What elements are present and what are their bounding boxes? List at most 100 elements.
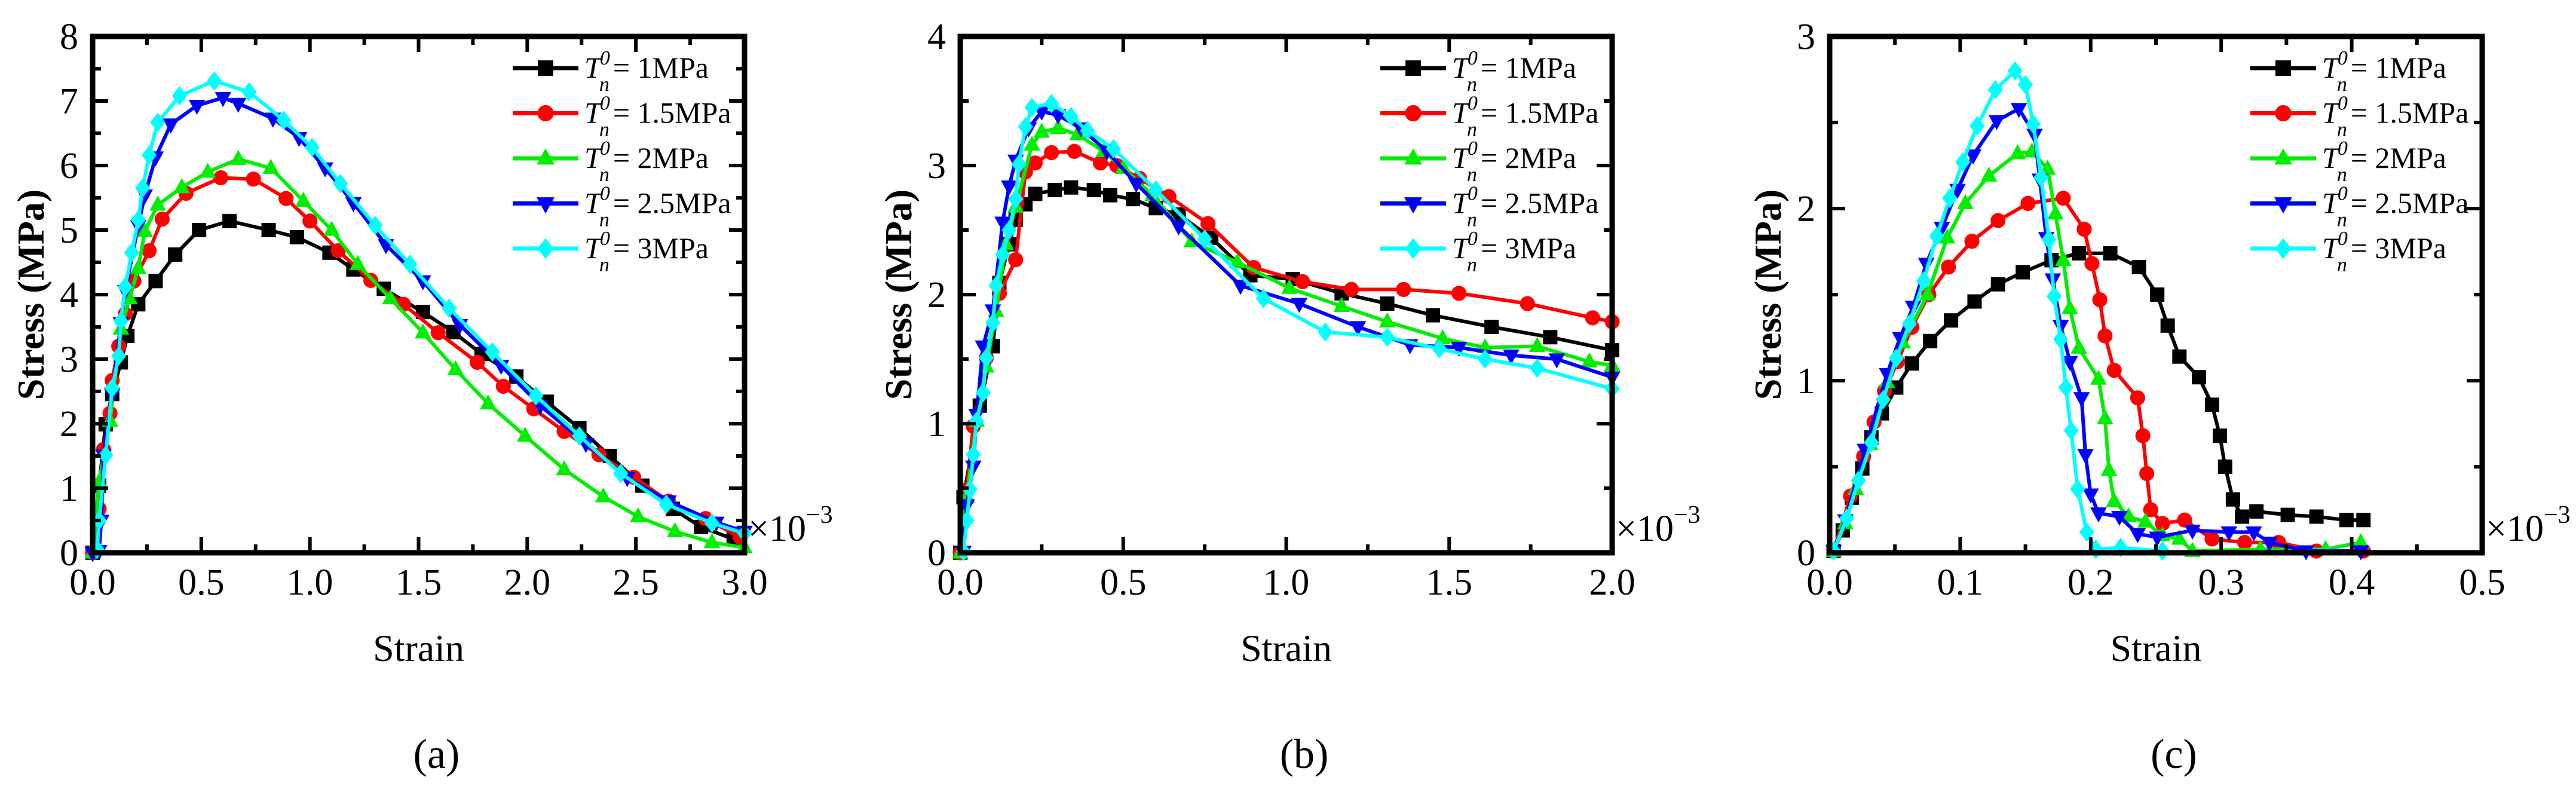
legend-marker <box>538 60 553 76</box>
data-point <box>988 275 1004 296</box>
data-point <box>330 243 346 259</box>
data-point <box>199 163 216 178</box>
data-point <box>2007 61 2023 81</box>
data-point <box>1987 80 2003 100</box>
data-point <box>1255 289 1271 308</box>
data-point <box>613 463 629 483</box>
data-point <box>2111 510 2128 526</box>
data-point <box>188 99 206 115</box>
data-point <box>2225 492 2240 507</box>
data-point <box>2077 449 2094 464</box>
data-point <box>2139 466 2155 482</box>
data-point <box>1484 320 1499 334</box>
y-tick-label: 6 <box>60 146 78 186</box>
series-3MPa <box>955 94 1620 562</box>
data-point <box>2171 529 2188 545</box>
legend-item: T0 n= 1.5MPa <box>513 93 731 141</box>
data-point <box>1990 277 2005 292</box>
legend-item: T0 n= 2.5MPa <box>1380 183 1598 231</box>
data-point <box>1380 327 1395 347</box>
data-point <box>349 255 366 270</box>
data-point <box>1938 228 1956 244</box>
data-point <box>2217 460 2232 474</box>
y-tick-label: 0 <box>927 533 946 574</box>
x-tick-label: 0.5 <box>178 562 225 603</box>
data-point <box>2076 221 2092 237</box>
legend-label: T0 n= 3MPa <box>1452 228 1576 276</box>
data-point <box>1291 298 1308 313</box>
data-point <box>2106 363 2122 378</box>
series-line <box>1831 69 2163 553</box>
x-multiplier: ×10−3 <box>2486 501 2571 549</box>
data-point <box>414 323 431 339</box>
data-point <box>1980 166 1998 182</box>
x-multiplier-base: ×10 <box>748 509 806 549</box>
legend-symbol: T <box>1452 141 1471 174</box>
data-point <box>1102 188 1117 203</box>
legend-symbol: T <box>2322 96 2341 130</box>
data-point <box>1888 348 1904 368</box>
legend-item: T0 n= 2MPa <box>1380 137 1576 186</box>
legend-item: T0 n= 1.5MPa <box>2250 93 2468 141</box>
data-point <box>2090 507 2107 523</box>
legend-marker <box>1404 148 1422 165</box>
data-point <box>1942 188 1958 208</box>
legend-sub: n <box>1467 119 1477 141</box>
data-point <box>1839 509 1854 528</box>
data-point <box>1964 234 1980 249</box>
data-point <box>276 111 292 130</box>
data-point <box>222 213 237 228</box>
data-point <box>959 510 975 531</box>
data-point <box>1990 213 2006 228</box>
legend-value: = 1.5MPa <box>2351 96 2469 130</box>
data-point <box>130 210 146 229</box>
data-point <box>1018 117 1033 137</box>
data-point <box>2356 513 2371 528</box>
legend-sup: 0 <box>2338 47 2348 69</box>
y-tick-label: 4 <box>927 17 946 57</box>
data-point <box>2082 488 2099 504</box>
legend-symbol: T <box>2322 186 2341 220</box>
data-point <box>2041 229 2057 250</box>
legend-item: T0 n= 1.5MPa <box>1380 93 1598 141</box>
data-point <box>1851 470 1866 491</box>
legend-sup: 0 <box>1468 93 1478 115</box>
x-tick-label: 0.4 <box>2329 562 2375 603</box>
data-point <box>148 274 163 289</box>
data-point <box>666 522 684 537</box>
legend-value: = 3MPa <box>1481 231 1576 265</box>
x-multiplier-base: ×10 <box>2486 509 2544 549</box>
data-point <box>2339 513 2354 528</box>
data-point <box>1044 94 1059 114</box>
x-multiplier-exp: −3 <box>806 501 833 529</box>
data-point <box>2062 356 2078 371</box>
series-line <box>95 79 745 549</box>
data-point <box>241 82 257 102</box>
data-point <box>1967 294 1982 309</box>
data-point <box>2026 114 2041 134</box>
data-point <box>168 247 183 262</box>
data-point <box>295 191 312 207</box>
y-tick-label: 1 <box>1797 361 1815 402</box>
x-tick-label: 0.5 <box>1100 562 1147 603</box>
legend-symbol: T <box>584 96 603 130</box>
legend-item: T0 n= 1MPa <box>513 47 709 96</box>
y-tick-label: 4 <box>60 275 78 316</box>
series-line <box>961 102 1613 552</box>
legend-sup: 0 <box>600 183 610 205</box>
chart-panel: 0.0 0.5 1.0 1.5 2.0 2.5 3.0 0 1 2 3 4 5 6 7 8 ×10−3 Strai… <box>10 17 833 777</box>
legend-symbol: T <box>1452 186 1471 220</box>
data-point <box>215 92 231 108</box>
data-point <box>995 244 1010 265</box>
legend-item: T0 n= 3MPa <box>513 228 709 276</box>
y-axis-title: Stress (MPa) <box>877 189 920 400</box>
data-point <box>141 243 157 259</box>
data-point <box>1919 285 1936 301</box>
data-point <box>1965 149 1982 165</box>
y-tick-label: 1 <box>60 469 78 509</box>
data-point <box>447 360 464 375</box>
legend-sup: 0 <box>600 47 610 69</box>
legend-sup: 0 <box>2338 228 2348 250</box>
data-point <box>1200 216 1216 231</box>
legend-value: = 2MPa <box>613 141 709 174</box>
